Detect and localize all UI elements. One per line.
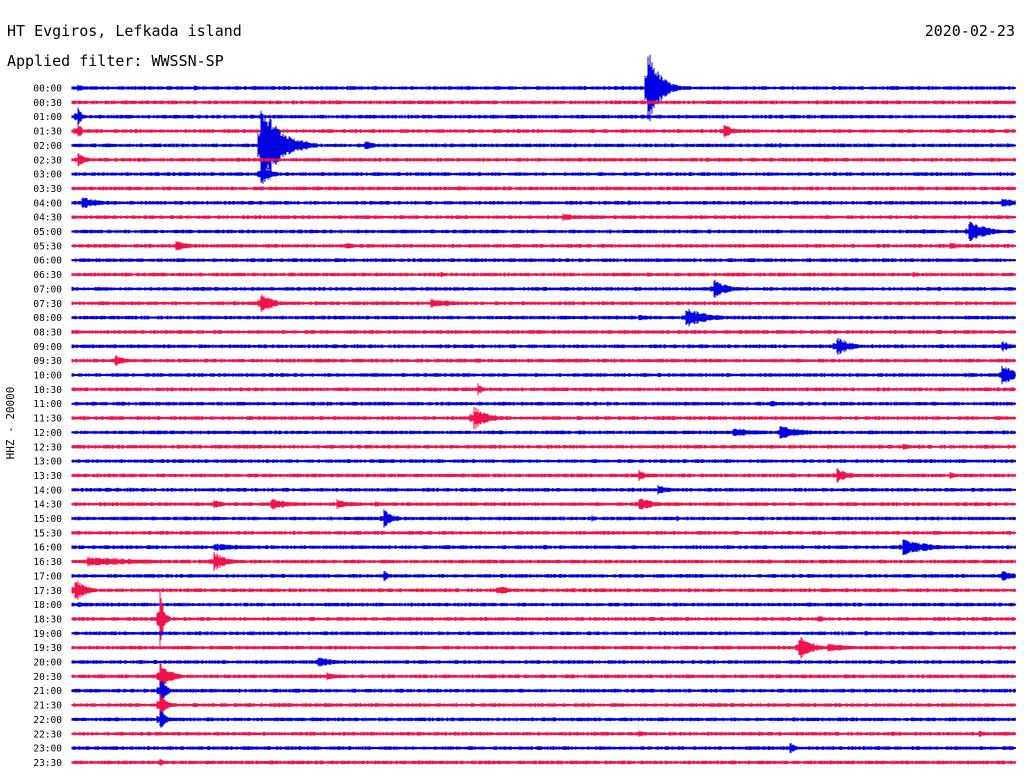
tick-label-2330: 23:30 [33, 758, 62, 769]
tick-label-0430: 04:30 [33, 213, 62, 224]
tick-label-0100: 01:00 [33, 112, 62, 123]
tick-label-1800: 18:00 [33, 600, 62, 611]
tick-label-0300: 03:00 [33, 170, 62, 181]
tick-label-0400: 04:00 [33, 198, 62, 209]
tick-label-1300: 13:00 [33, 457, 62, 468]
chart-title: HT Evgiros, Lefkada island [7, 22, 242, 40]
tick-label-1600: 16:00 [33, 543, 62, 554]
tick-label-0500: 05:00 [33, 227, 62, 238]
tick-label-2200: 22:00 [33, 715, 62, 726]
tick-label-1030: 10:30 [33, 385, 62, 396]
tick-label-0200: 02:00 [33, 141, 62, 152]
tick-label-0530: 05:30 [33, 241, 62, 252]
tick-label-1730: 17:30 [33, 586, 62, 597]
tick-label-0630: 06:30 [33, 270, 62, 281]
chart-subtitle: Applied filter: WWSSN-SP [7, 52, 224, 70]
tick-label-0900: 09:00 [33, 342, 62, 353]
tick-label-1130: 11:30 [33, 414, 62, 425]
tick-label-0030: 00:30 [33, 98, 62, 109]
tick-label-1700: 17:00 [33, 571, 62, 582]
tick-label-2130: 21:30 [33, 701, 62, 712]
tick-label-2300: 23:00 [33, 744, 62, 755]
tick-label-0600: 06:00 [33, 256, 62, 267]
tick-label-2030: 20:30 [33, 672, 62, 683]
chart-date: 2020-02-23 [925, 22, 1015, 40]
tick-label-1100: 11:00 [33, 399, 62, 410]
tick-label-2100: 21:00 [33, 686, 62, 697]
tick-label-1400: 14:00 [33, 485, 62, 496]
tick-label-0130: 01:30 [33, 127, 62, 138]
tick-label-1200: 12:00 [33, 428, 62, 439]
tick-label-1930: 19:30 [33, 643, 62, 654]
tick-label-0830: 08:30 [33, 327, 62, 338]
tick-label-1900: 19:00 [33, 629, 62, 640]
tick-label-0330: 03:30 [33, 184, 62, 195]
tick-label-1230: 12:30 [33, 442, 62, 453]
tick-label-0800: 08:00 [33, 313, 62, 324]
tick-label-1330: 13:30 [33, 471, 62, 482]
y-axis-label: HHZ - 20000 [4, 387, 17, 460]
tick-label-2000: 20:00 [33, 658, 62, 669]
tick-label-0000: 00:00 [33, 84, 62, 95]
tick-label-0230: 02:30 [33, 155, 62, 166]
tick-label-1530: 15:30 [33, 528, 62, 539]
tick-label-0730: 07:30 [33, 299, 62, 310]
tick-label-1000: 10:00 [33, 371, 62, 382]
tick-label-0930: 09:30 [33, 356, 62, 367]
trace-rows: 00:00 00:30 01:00 01:30 02:00 02:30 03:00 03:30… [33, 54, 1016, 769]
tick-label-1500: 15:00 [33, 514, 62, 525]
tick-label-1830: 18:30 [33, 614, 62, 625]
tick-label-0700: 07:00 [33, 284, 62, 295]
tick-label-1430: 14:30 [33, 500, 62, 511]
tick-label-2230: 22:30 [33, 729, 62, 740]
tick-label-1630: 16:30 [33, 557, 62, 568]
